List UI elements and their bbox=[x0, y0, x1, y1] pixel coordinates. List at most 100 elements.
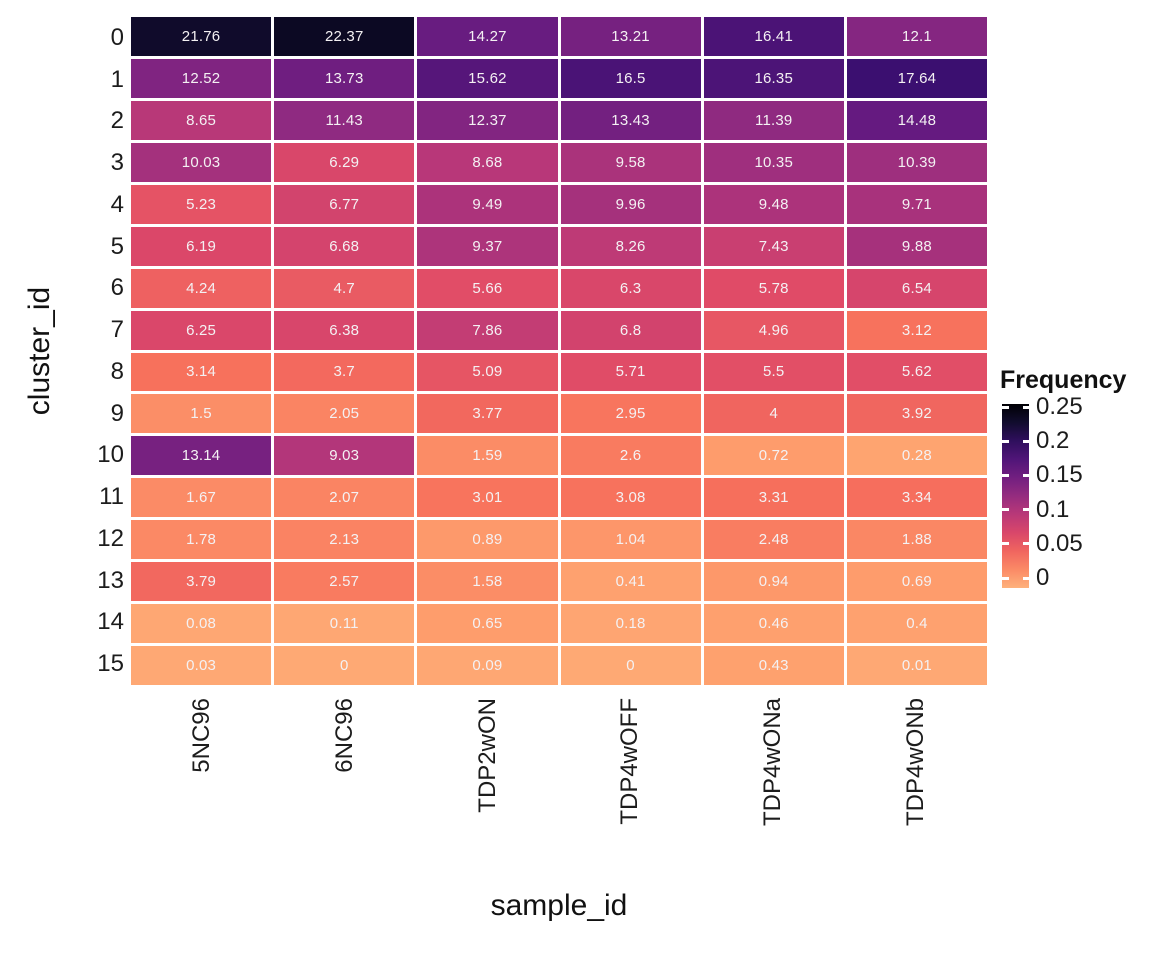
legend-tick-mark bbox=[1002, 576, 1009, 580]
legend-tick-mark bbox=[1002, 439, 1009, 443]
heatmap-cell: 5.78 bbox=[703, 268, 844, 308]
heatmap-cell: 6.8 bbox=[560, 310, 701, 350]
heatmap-cell: 0.28 bbox=[846, 436, 987, 476]
heatmap-panel: 21.76 22.37 14.27 13.21 16.41 12.1 12.52 13.73 1… bbox=[131, 17, 987, 685]
y-tick-label: 6 bbox=[110, 274, 124, 302]
heatmap-cell: 22.37 bbox=[274, 17, 415, 56]
heatmap-cell: 12.37 bbox=[417, 100, 558, 140]
legend-title: Frequency bbox=[1000, 366, 1127, 394]
heatmap-cell: 15.62 bbox=[417, 58, 558, 98]
heatmap-cell: 16.5 bbox=[560, 58, 701, 98]
heatmap-cell: 1.59 bbox=[417, 436, 558, 476]
heatmap-cell: 4.24 bbox=[131, 268, 272, 308]
legend-tick-mark bbox=[1002, 508, 1009, 512]
legend-tick-mark bbox=[1002, 405, 1009, 409]
heatmap-cell: 1.67 bbox=[131, 478, 272, 518]
heatmap-cell: 3.7 bbox=[274, 352, 415, 392]
x-axis-title: sample_id bbox=[490, 889, 628, 922]
y-tick-label: 11 bbox=[99, 483, 124, 511]
heatmap-cell: 5.62 bbox=[846, 352, 987, 392]
legend-tick-mark bbox=[1023, 405, 1030, 409]
legend-tick-mark bbox=[1002, 542, 1009, 546]
y-tick-label: 5 bbox=[110, 232, 124, 260]
legend-tick-mark bbox=[1023, 576, 1030, 580]
y-tick-label: 9 bbox=[110, 399, 124, 427]
heatmap-cell: 6.38 bbox=[274, 310, 415, 350]
heatmap-cell: 6.3 bbox=[560, 268, 701, 308]
y-tick-label: 1 bbox=[110, 65, 124, 93]
heatmap-cell: 4.7 bbox=[274, 268, 415, 308]
heatmap-cell: 0.43 bbox=[703, 646, 844, 685]
heatmap-cell: 8.68 bbox=[417, 142, 558, 182]
heatmap-cell: 10.39 bbox=[846, 142, 987, 182]
heatmap-cell: 3.14 bbox=[131, 352, 272, 392]
heatmap-cell: 3.12 bbox=[846, 310, 987, 350]
heatmap-cell: 6.25 bbox=[131, 310, 272, 350]
heatmap-cell: 9.58 bbox=[560, 142, 701, 182]
heatmap-cell: 13.43 bbox=[560, 100, 701, 140]
heatmap-cell: 3.08 bbox=[560, 478, 701, 518]
legend-tick-mark bbox=[1023, 439, 1030, 443]
legend-tick-label: 0 bbox=[1036, 564, 1050, 591]
y-tick-label: 13 bbox=[97, 566, 124, 594]
y-tick-label: 7 bbox=[110, 316, 124, 344]
heatmap-cell: 10.35 bbox=[703, 142, 844, 182]
heatmap-cell: 6.29 bbox=[274, 142, 415, 182]
heatmap-cell: 0.65 bbox=[417, 604, 558, 644]
legend-tick-label: 0.25 bbox=[1036, 393, 1083, 420]
heatmap-cell: 0.89 bbox=[417, 520, 558, 560]
heatmap-cell: 5.09 bbox=[417, 352, 558, 392]
heatmap-cell: 3.92 bbox=[846, 394, 987, 434]
heatmap-cell: 8.65 bbox=[131, 100, 272, 140]
heatmap-cell: 3.01 bbox=[417, 478, 558, 518]
legend-tick-label: 0.2 bbox=[1036, 427, 1070, 455]
heatmap-cell: 9.03 bbox=[274, 436, 415, 476]
y-tick-label: 10 bbox=[97, 441, 124, 469]
heatmap-cell: 7.43 bbox=[703, 226, 844, 266]
heatmap-cell: 2.57 bbox=[274, 562, 415, 602]
heatmap-cell: 6.77 bbox=[274, 184, 415, 224]
heatmap-cell: 16.35 bbox=[703, 58, 844, 98]
heatmap-cell: 3.79 bbox=[131, 562, 272, 602]
legend-tick-label: 0.05 bbox=[1036, 529, 1083, 557]
heatmap-cell: 6.54 bbox=[846, 268, 987, 308]
y-tick-label: 8 bbox=[110, 357, 124, 385]
heatmap-cell: 12.52 bbox=[131, 58, 272, 98]
heatmap-cell: 9.37 bbox=[417, 226, 558, 266]
heatmap-cell: 0.08 bbox=[131, 604, 272, 644]
heatmap-cell: 14.48 bbox=[846, 100, 987, 140]
heatmap-cell: 1.5 bbox=[131, 394, 272, 434]
heatmap-cell: 2.13 bbox=[274, 520, 415, 560]
legend-colorbar bbox=[1002, 404, 1029, 588]
heatmap-cell: 11.43 bbox=[274, 100, 415, 140]
legend-tick-mark bbox=[1023, 473, 1030, 477]
heatmap-cell: 8.26 bbox=[560, 226, 701, 266]
y-tick-label: 12 bbox=[97, 524, 124, 552]
heatmap-cell: 0 bbox=[274, 646, 415, 685]
heatmap-cell: 0.94 bbox=[703, 562, 844, 602]
heatmap-cell: 0.72 bbox=[703, 436, 844, 476]
heatmap-cell: 9.71 bbox=[846, 184, 987, 224]
y-tick-label: 4 bbox=[110, 190, 124, 218]
heatmap-cell: 14.27 bbox=[417, 17, 558, 56]
heatmap-cell: 9.88 bbox=[846, 226, 987, 266]
heatmap-cell: 21.76 bbox=[131, 17, 272, 56]
heatmap-cell: 0.41 bbox=[560, 562, 701, 602]
heatmap-cell: 9.48 bbox=[703, 184, 844, 224]
heatmap-cell: 9.49 bbox=[417, 184, 558, 224]
heatmap-cell: 3.34 bbox=[846, 478, 987, 518]
heatmap-cell: 9.96 bbox=[560, 184, 701, 224]
heatmap-cell: 17.64 bbox=[846, 58, 987, 98]
heatmap-cell: 4.96 bbox=[703, 310, 844, 350]
heatmap-cell: 5.66 bbox=[417, 268, 558, 308]
heatmap-cell: 2.48 bbox=[703, 520, 844, 560]
heatmap-cell: 6.68 bbox=[274, 226, 415, 266]
heatmap-cell: 12.1 bbox=[846, 17, 987, 56]
heatmap-cell: 1.04 bbox=[560, 520, 701, 560]
heatmap-cell: 13.73 bbox=[274, 58, 415, 98]
heatmap-cell: 0.11 bbox=[274, 604, 415, 644]
y-tick-label: 14 bbox=[97, 608, 124, 636]
legend-tick-mark bbox=[1023, 542, 1030, 546]
heatmap-cell: 2.05 bbox=[274, 394, 415, 434]
